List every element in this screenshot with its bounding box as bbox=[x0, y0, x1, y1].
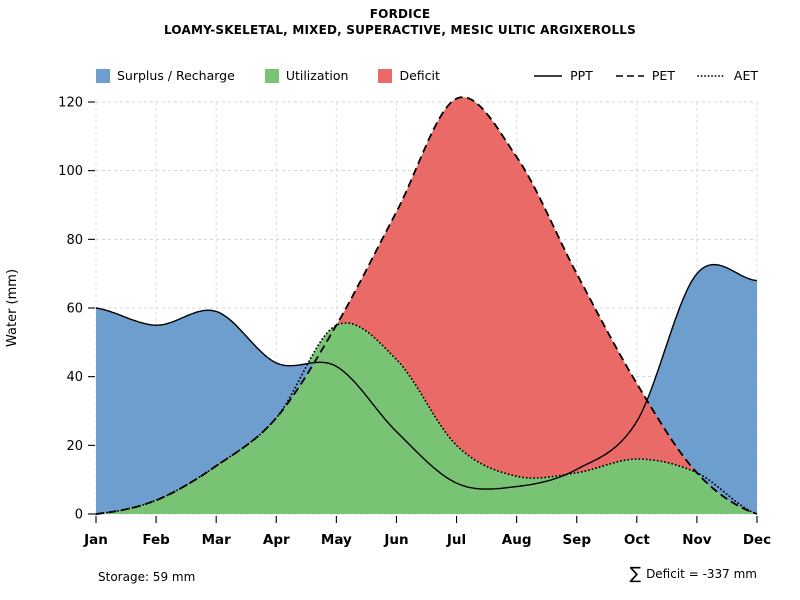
water-balance-chart: 0 20 40 60 80 100 120 Jan Feb Mar Apr May Jun Jul Aug S… bbox=[5, 96, 771, 549]
legend-item-utilization: Utilization bbox=[264, 68, 349, 83]
deficit-annotation: ∑ Deficit = -337 mm bbox=[630, 564, 757, 584]
chart-subtitle: LOAMY-SKELETAL, MIXED, SUPERACTIVE, MESI… bbox=[163, 23, 636, 37]
svg-text:40: 40 bbox=[66, 370, 83, 385]
svg-text:Nov: Nov bbox=[682, 532, 712, 548]
svg-text:Dec: Dec bbox=[743, 532, 771, 548]
legend-label-ppt: PPT bbox=[570, 68, 593, 83]
legend-label-aet: AET bbox=[733, 68, 758, 83]
legend-item-aet: AET bbox=[697, 68, 758, 83]
legend-item-ppt: PPT bbox=[533, 68, 593, 83]
legend-area-group: Surplus / Recharge Utilization Deficit bbox=[96, 68, 440, 83]
svg-text:May: May bbox=[321, 532, 352, 548]
legend-item-surplus: Surplus / Recharge bbox=[96, 68, 235, 83]
ppt-line-sample bbox=[534, 74, 563, 77]
legend-line-group: PPT PET AET bbox=[533, 68, 758, 83]
svg-text:Feb: Feb bbox=[142, 532, 170, 548]
pet-line-sample bbox=[615, 74, 644, 77]
surplus-swatch bbox=[96, 68, 110, 83]
svg-text:Apr: Apr bbox=[263, 532, 290, 548]
deficit-swatch bbox=[378, 68, 393, 83]
svg-text:60: 60 bbox=[66, 302, 83, 317]
svg-text:20: 20 bbox=[66, 439, 83, 454]
svg-text:120: 120 bbox=[58, 96, 83, 111]
aet-line-sample bbox=[697, 74, 727, 77]
svg-text:Oct: Oct bbox=[624, 532, 650, 548]
legend-item-pet: PET bbox=[615, 68, 675, 83]
deficit-text: Deficit = -337 mm bbox=[646, 567, 757, 581]
chart-legend: Surplus / Recharge Utilization Deficit P… bbox=[96, 68, 758, 83]
svg-text:Jun: Jun bbox=[383, 532, 408, 548]
legend-label-utilization: Utilization bbox=[285, 68, 349, 83]
svg-text:Jan: Jan bbox=[83, 532, 108, 548]
legend-label-surplus: Surplus / Recharge bbox=[117, 68, 235, 83]
svg-text:Aug: Aug bbox=[502, 532, 532, 548]
legend-item-deficit: Deficit bbox=[378, 68, 440, 83]
svg-text:Mar: Mar bbox=[202, 532, 232, 548]
legend-label-deficit: Deficit bbox=[399, 68, 440, 83]
svg-text:Jul: Jul bbox=[446, 532, 466, 548]
svg-text:0: 0 bbox=[75, 508, 83, 523]
svg-text:100: 100 bbox=[58, 164, 83, 179]
svg-text:80: 80 bbox=[66, 233, 83, 248]
storage-annotation: Storage: 59 mm bbox=[98, 570, 196, 584]
sum-symbol: ∑ bbox=[629, 564, 642, 584]
svg-text:Sep: Sep bbox=[562, 532, 591, 548]
utilization-swatch bbox=[264, 68, 279, 83]
chart-title: FORDICE bbox=[369, 7, 431, 21]
svg-text:Water (mm): Water (mm) bbox=[5, 269, 20, 347]
legend-label-pet: PET bbox=[651, 68, 675, 83]
